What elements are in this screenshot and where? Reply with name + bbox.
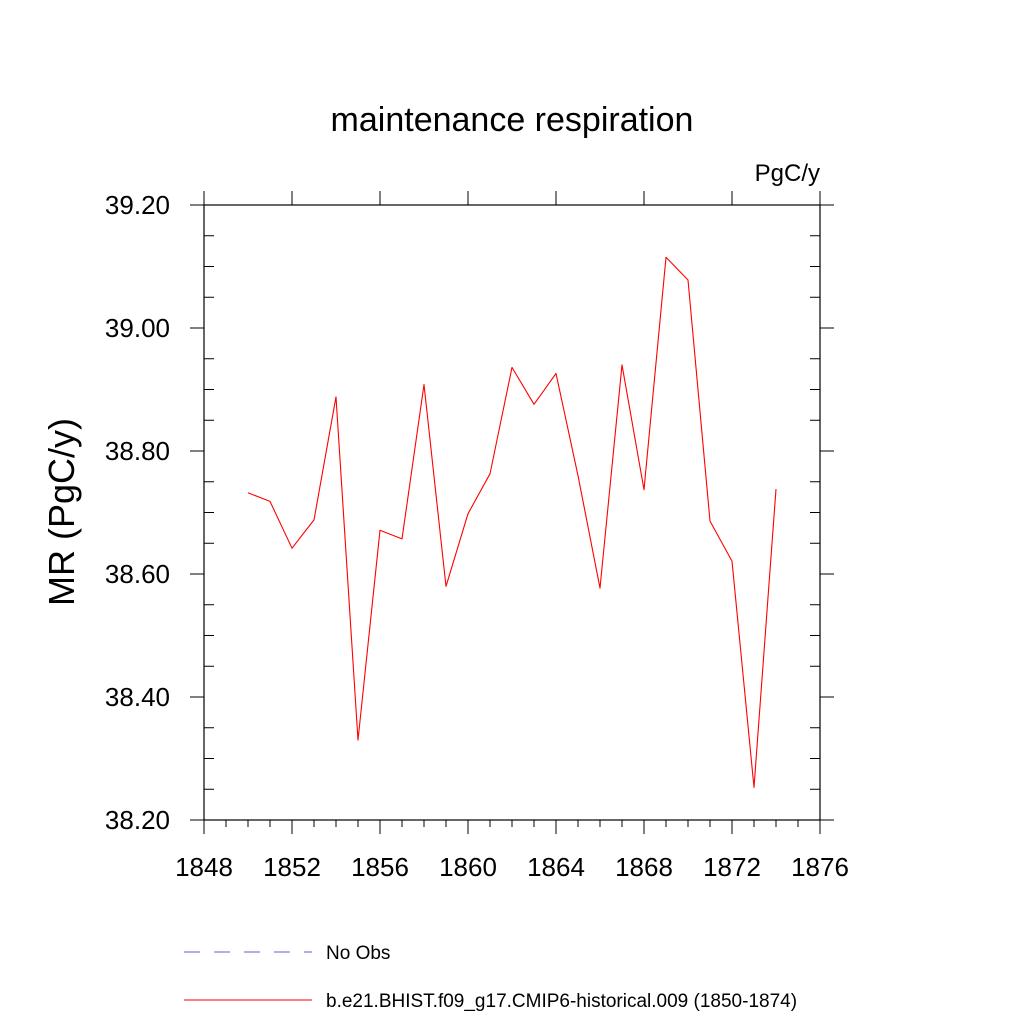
chart-title: maintenance respiration bbox=[331, 101, 694, 139]
x-tick-label: 1876 bbox=[791, 852, 849, 882]
x-tick-label: 1860 bbox=[439, 852, 497, 882]
series-line bbox=[247, 256, 777, 788]
y-tick-label: 39.20 bbox=[105, 190, 170, 220]
y-tick-label: 38.40 bbox=[105, 682, 170, 712]
legend-label-series: b.e21.BHIST.f09_g17.CMIP6-historical.009… bbox=[326, 991, 797, 1012]
units-label: PgC/y bbox=[755, 160, 820, 187]
x-tick-label: 1868 bbox=[615, 852, 673, 882]
y-tick-label: 38.60 bbox=[105, 559, 170, 589]
tick-labels: 1848 1852 1856 1860 1864 1868 1872 1876 38.20 38.… bbox=[105, 190, 849, 882]
plot-frame bbox=[203, 204, 821, 821]
x-tick-label: 1856 bbox=[351, 852, 409, 882]
y-tick-label: 38.20 bbox=[105, 805, 170, 835]
x-tick-label: 1852 bbox=[263, 852, 321, 882]
x-tick-label: 1848 bbox=[175, 852, 233, 882]
y-axis-label: MR (PgC/y) bbox=[41, 418, 82, 606]
x-tick-label: 1872 bbox=[703, 852, 761, 882]
y-tick-label: 38.80 bbox=[105, 436, 170, 466]
legend-label-no-obs: No Obs bbox=[326, 943, 390, 964]
y-tick-label: 39.00 bbox=[105, 313, 170, 343]
axis-ticks bbox=[190, 191, 834, 834]
legend: No Obs b.e21.BHIST.f09_g17.CMIP6-historic… bbox=[184, 943, 797, 1012]
series-layer bbox=[247, 256, 777, 788]
x-tick-label: 1864 bbox=[527, 852, 585, 882]
